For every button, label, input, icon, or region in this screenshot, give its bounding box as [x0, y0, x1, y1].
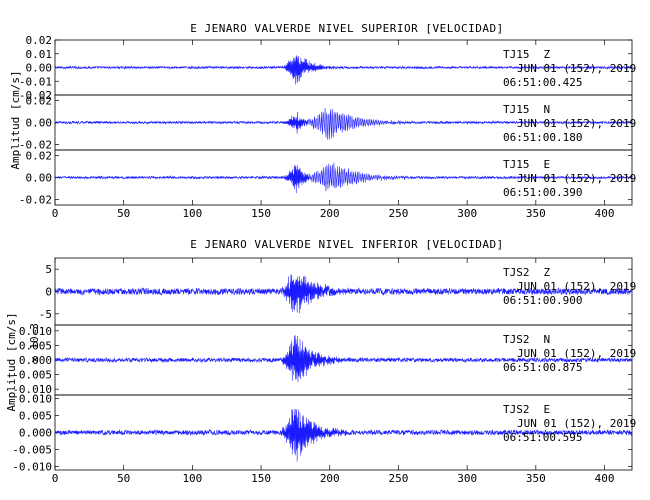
y-tick-label: 0.00: [26, 172, 53, 185]
y-tick-label: 0.01: [26, 48, 53, 61]
x-tick-label: 350: [526, 472, 546, 485]
record-date: JUN 01 (152), 2019: [517, 172, 636, 185]
y-tick-label: 0.02: [26, 34, 53, 47]
x-tick-label: 400: [595, 472, 615, 485]
record-time: 06:51:00.900: [503, 294, 582, 307]
chart-title-superior: E JENARO VALVERDE NIVEL SUPERIOR [VELOCI…: [190, 22, 503, 35]
component-code: Z: [544, 48, 551, 61]
station-code: TJ15: [503, 158, 530, 171]
x-tick-label: 250: [389, 472, 409, 485]
component-code: N: [544, 333, 551, 346]
y-tick-label: 0: [45, 286, 52, 299]
station-code: TJS2: [503, 266, 530, 279]
station-label: TJ15 N: [503, 103, 550, 116]
x-tick-label: 100: [182, 207, 202, 220]
record-date: JUN 01 (152), 2019: [517, 347, 636, 360]
record-time: 06:51:00.425: [503, 76, 582, 89]
record-time: 06:51:00.390: [503, 186, 582, 199]
x-tick-label: 50: [117, 207, 130, 220]
y-tick-label: 0.02: [26, 95, 53, 108]
y-tick-label: 0.000: [19, 427, 52, 440]
x-tick-label: 50: [117, 472, 130, 485]
chart-title-inferior: E JENARO VALVERDE NIVEL INFERIOR [VELOCI…: [190, 238, 503, 251]
station-code: TJ15: [503, 103, 530, 116]
station-label: TJS2 N: [503, 333, 550, 346]
component-code: N: [544, 103, 551, 116]
x-tick-label: 200: [320, 207, 340, 220]
y-tick-label: -0.02: [19, 139, 52, 152]
waveform-line: [54, 274, 633, 314]
y-tick-label: 0.000: [19, 354, 52, 367]
y-tick-label: 0.010: [19, 392, 52, 405]
x-tick-label: 100: [182, 472, 202, 485]
waveform-line: [54, 162, 633, 194]
component-code: E: [544, 158, 551, 171]
x-tick-label: 200: [320, 472, 340, 485]
record-date: JUN 01 (152), 2019: [517, 417, 636, 430]
waveform-line: [54, 335, 633, 383]
station-code: TJS2: [503, 333, 530, 346]
x-tick-label: 350: [526, 207, 546, 220]
waveform-line: [54, 108, 633, 140]
y-tick-label: -0.005: [12, 444, 52, 457]
y-tick-label: 0.00: [26, 62, 53, 75]
y-tick-label: -0.01: [19, 75, 52, 88]
station-label: TJ15 E: [503, 158, 550, 171]
waveform-line: [54, 55, 633, 85]
component-code: Z: [544, 266, 551, 279]
y-tick-label: -0.010: [12, 461, 52, 474]
record-time: 06:51:00.875: [503, 361, 582, 374]
y-axis-label-superior: Amplitud [cm/s]: [9, 70, 22, 169]
y-tick-label: 0.00: [26, 117, 53, 130]
record-time: 06:51:00.180: [503, 131, 582, 144]
station-code: TJS2: [503, 403, 530, 416]
waveform-line: [54, 408, 633, 462]
station-label: TJS2 Z: [503, 266, 551, 279]
record-date: JUN 01 (152), 2019: [517, 62, 636, 75]
x-tick-label: 400: [595, 207, 615, 220]
y-tick-label: -5: [39, 308, 52, 321]
y-axis-label-inferior: Amplitud [cm/s]: [5, 312, 18, 411]
y-tick-label: 0.005: [19, 339, 52, 352]
station-label: TJS2 E: [503, 403, 550, 416]
y-tick-label: -0.02: [19, 194, 52, 207]
y-tick-label: -0.005: [12, 369, 52, 382]
x-tick-label: 300: [457, 472, 477, 485]
y-tick-label: 0.02: [26, 150, 53, 163]
station-label: TJ15 Z: [503, 48, 551, 61]
record-time: 06:51:00.595: [503, 431, 582, 444]
y-tick-label: -0.010: [12, 383, 52, 396]
y-tick-label: 5: [45, 263, 52, 276]
station-code: TJ15: [503, 48, 530, 61]
y-scale-label: x 10-3: [28, 323, 41, 363]
x-tick-label: 300: [457, 207, 477, 220]
x-tick-label: 250: [389, 207, 409, 220]
y-tick-label: 0.010: [19, 325, 52, 338]
record-date: JUN 01 (152), 2019: [517, 117, 636, 130]
y-tick-label: -0.02: [19, 89, 52, 102]
component-code: E: [544, 403, 551, 416]
x-tick-label: 150: [251, 207, 271, 220]
record-date: JUN 01 (152), 2019: [517, 280, 636, 293]
y-tick-label: 0.005: [19, 409, 52, 422]
x-tick-label: 0: [52, 207, 59, 220]
x-tick-label: 150: [251, 472, 271, 485]
x-tick-label: 0: [52, 472, 59, 485]
